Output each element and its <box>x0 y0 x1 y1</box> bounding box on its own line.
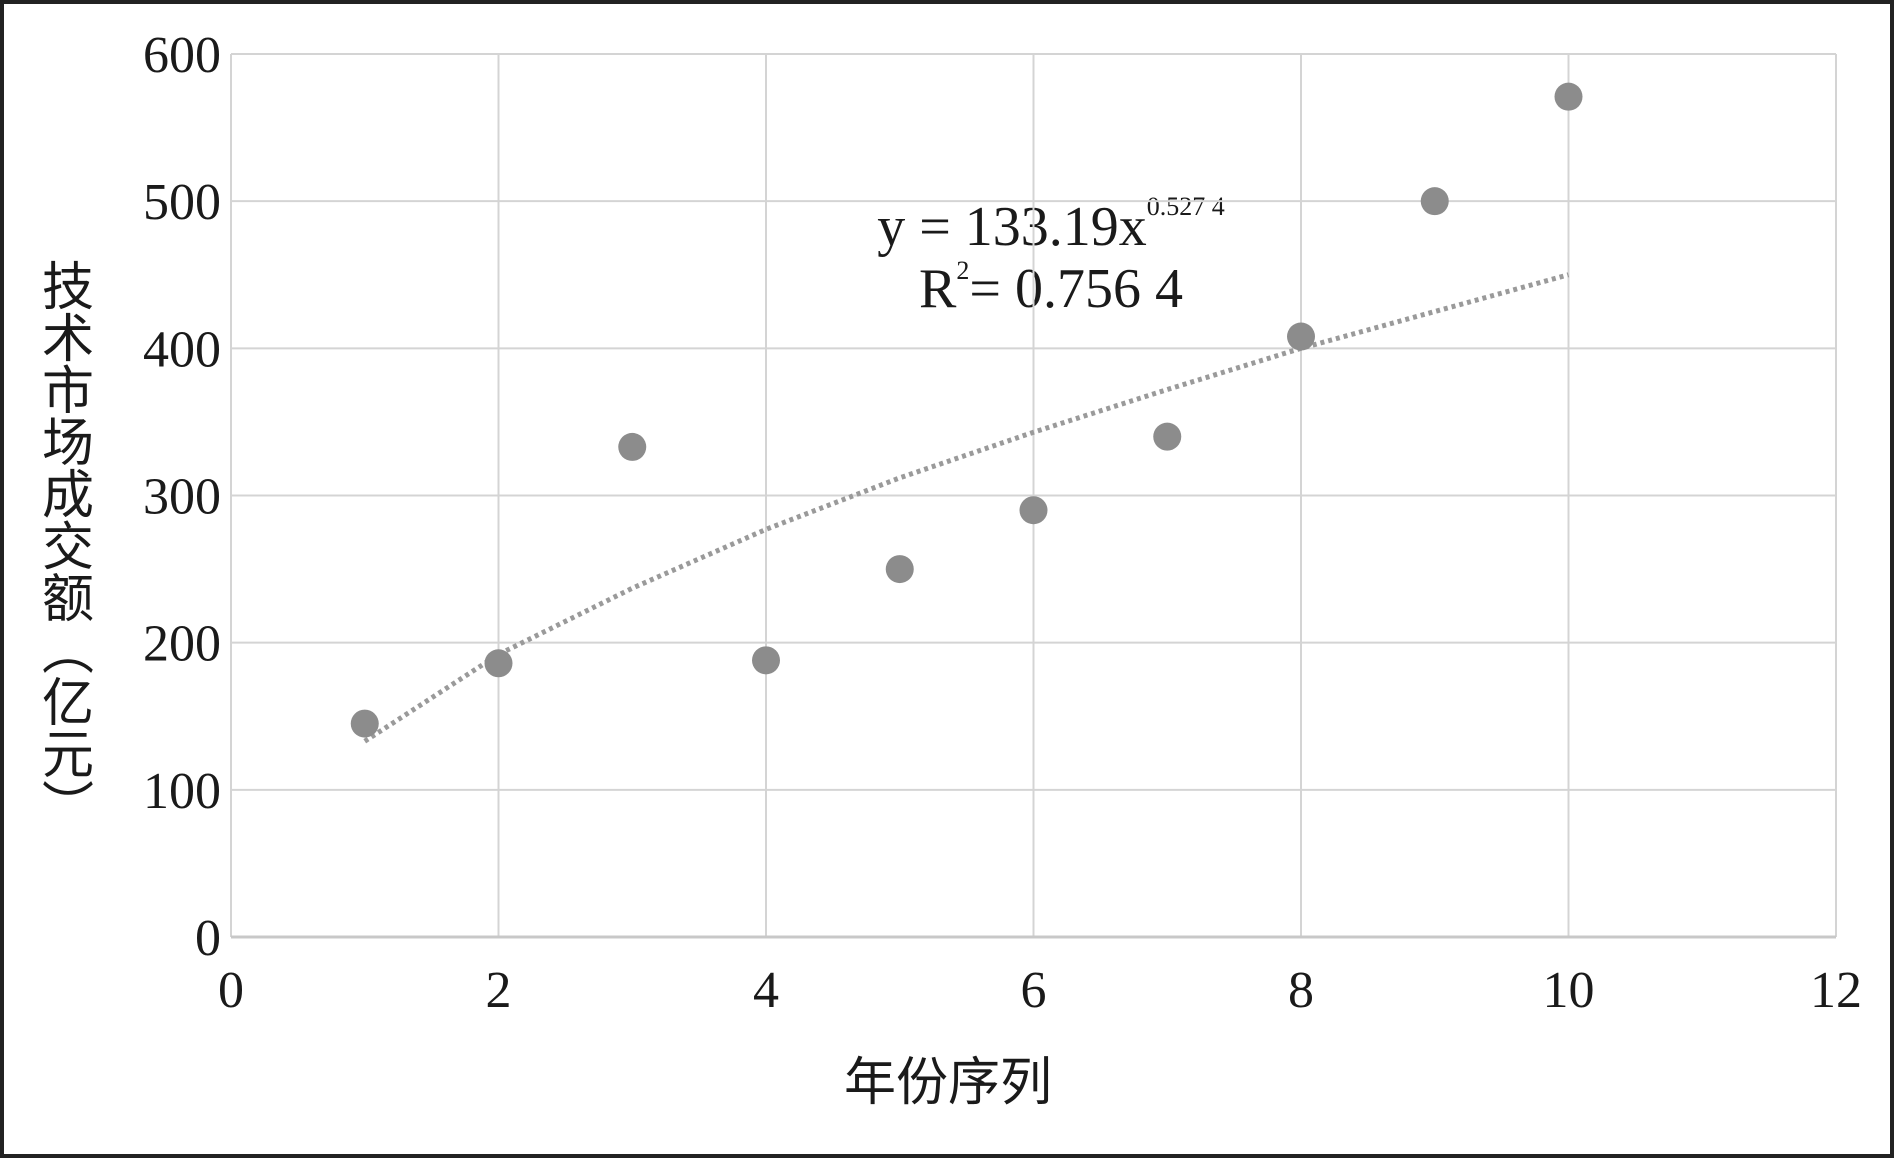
y-tick-label: 600 <box>143 27 221 84</box>
r-squared-exponent: 2 <box>956 256 969 285</box>
point <box>885 555 914 584</box>
equation-exponent: 0.527 4 <box>1147 192 1225 221</box>
equation: y = 133.19x0.527 4 <box>877 192 1225 258</box>
x-tick-label: 10 <box>1543 962 1595 1019</box>
point <box>1420 187 1449 216</box>
r-squared-text: R <box>919 258 957 320</box>
point <box>752 646 780 675</box>
point <box>1287 322 1315 351</box>
x-tick-label: 4 <box>753 962 779 1019</box>
x-tick-label: 12 <box>1810 962 1862 1019</box>
point <box>1554 82 1583 111</box>
y-tick-label: 0 <box>195 910 221 967</box>
y-tick-label: 300 <box>143 469 221 526</box>
x-tick-label: 8 <box>1288 962 1314 1019</box>
point <box>1153 422 1182 451</box>
y-tick-label: 200 <box>143 616 221 673</box>
y-tick-label: 500 <box>143 174 221 231</box>
y-tick-label: 100 <box>143 763 221 820</box>
y-tick-label: 400 <box>143 321 221 378</box>
point <box>350 709 379 738</box>
point <box>618 432 647 461</box>
point <box>1019 496 1048 525</box>
r-squared: R2= 0.756 4 <box>919 256 1183 320</box>
x-tick-label: 0 <box>218 962 244 1019</box>
x-tick-label: 2 <box>486 962 512 1019</box>
r-squared-value: = 0.756 4 <box>969 258 1183 320</box>
x-axis-label: 年份序列 <box>844 1055 1052 1112</box>
x-tick-label: 6 <box>1021 962 1047 1019</box>
equation-text: y = 133.19x <box>877 196 1147 258</box>
trendline <box>363 272 1570 744</box>
point <box>484 649 513 678</box>
y-axis-label: 技术市场成交额（亿元） <box>34 259 93 831</box>
